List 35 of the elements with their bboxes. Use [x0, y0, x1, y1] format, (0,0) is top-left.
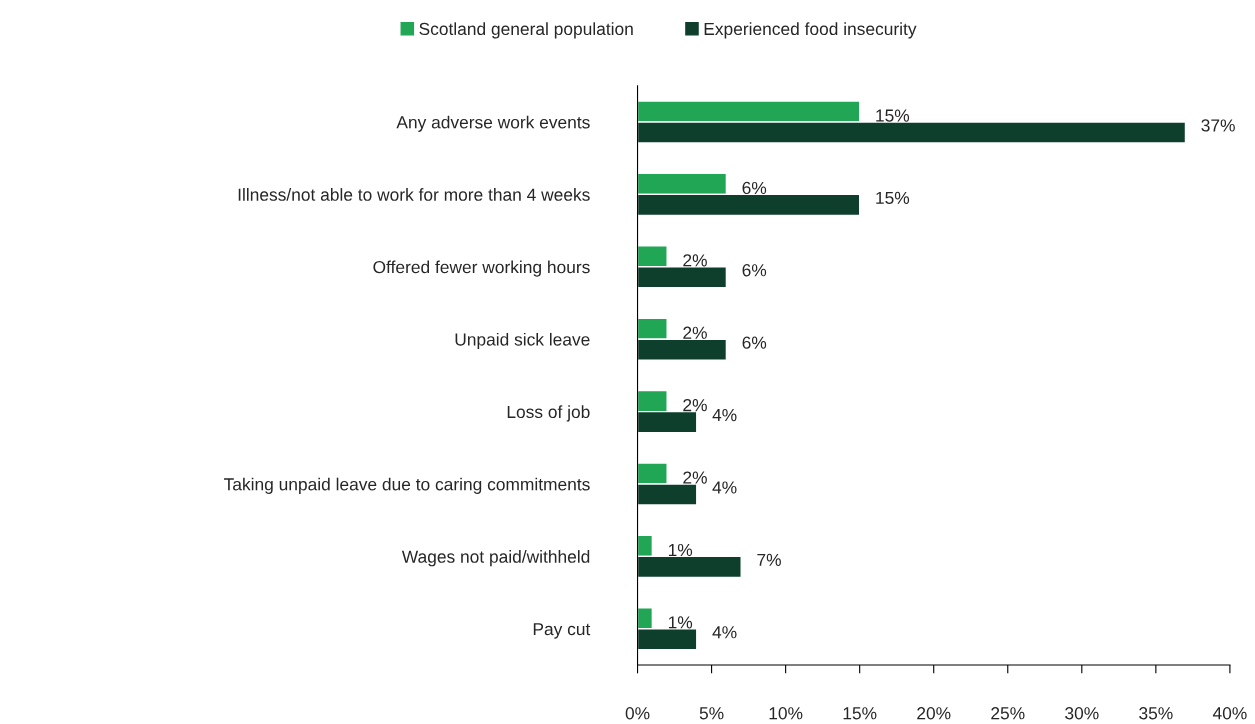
- legend-label: Scotland general population: [419, 22, 633, 39]
- data-label: 6%: [742, 181, 767, 195]
- x-tick-label: 25%: [991, 707, 1025, 720]
- data-label: 4%: [712, 408, 737, 422]
- x-tick-label: 20%: [917, 707, 951, 720]
- x-tick-label: 40%: [1212, 707, 1247, 720]
- y-tick-label: Offered fewer working hours: [373, 260, 590, 277]
- y-tick-label: Unpaid sick leave: [455, 332, 590, 350]
- data-label: 2%: [683, 399, 707, 412]
- x-tick-label: 0%: [625, 707, 650, 720]
- data-label: 1%: [668, 616, 693, 629]
- legend-label: Experienced food insecurity: [704, 22, 917, 39]
- data-label: 2%: [683, 254, 707, 267]
- x-tick-label: 10%: [769, 707, 803, 720]
- data-label: 15%: [876, 109, 910, 122]
- y-tick-label: Pay cut: [533, 623, 591, 639]
- data-label: 2%: [683, 471, 707, 484]
- y-tick-label: Wages not paid/withheld: [401, 550, 590, 567]
- x-tick-label: 5%: [699, 707, 724, 720]
- y-tick-label: Loss of job: [507, 405, 590, 422]
- data-label: 2%: [683, 326, 707, 339]
- x-tick-label: 15%: [843, 707, 877, 720]
- data-label: 6%: [742, 336, 767, 349]
- y-tick-label: Any adverse work events: [396, 115, 590, 132]
- x-tick-label: 35%: [1139, 707, 1173, 720]
- data-label: 1%: [668, 543, 693, 557]
- data-label: 7%: [757, 553, 781, 566]
- y-tick-label: Illness/not able to work for more than 4 weeks: [238, 188, 590, 201]
- data-label: 15%: [876, 191, 910, 204]
- x-tick-label: 30%: [1065, 707, 1099, 720]
- data-label: 6%: [742, 264, 767, 277]
- data-label: 37%: [1201, 119, 1235, 132]
- data-label: 4%: [712, 626, 737, 639]
- data-label: 4%: [712, 481, 737, 494]
- y-tick-label: Taking unpaid leave due to caring commitments: [224, 477, 590, 494]
